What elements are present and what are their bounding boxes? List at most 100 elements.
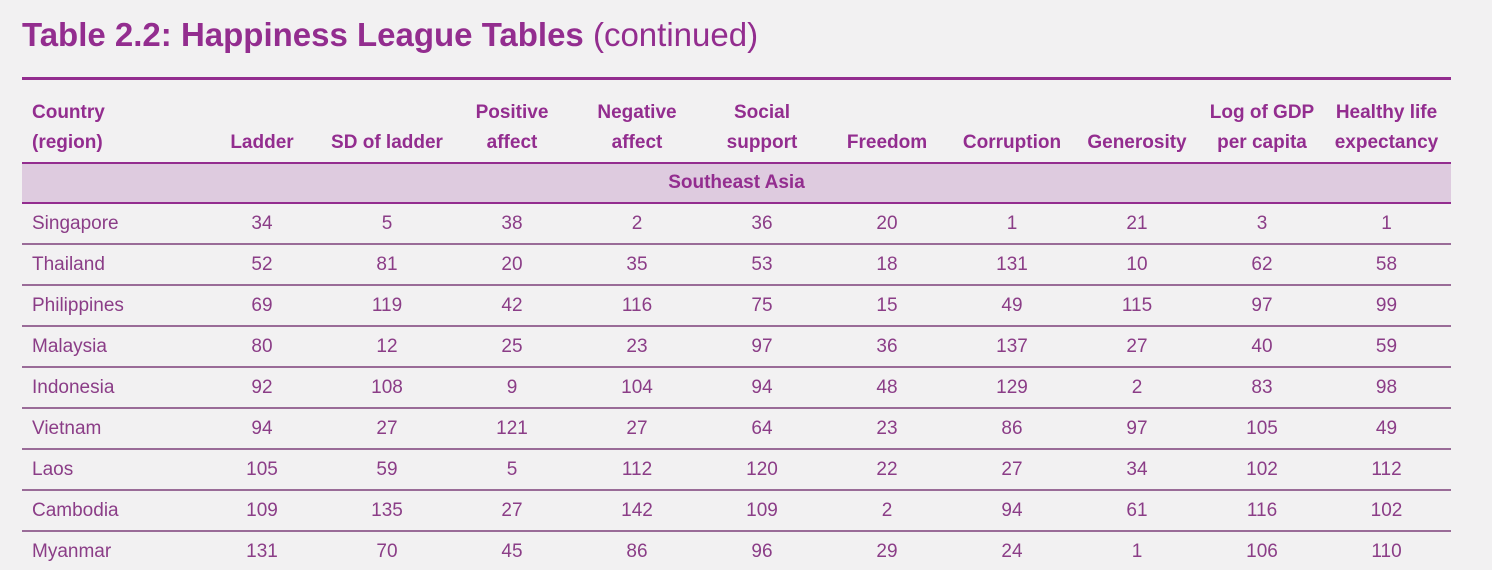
rank-cell: 106 <box>1202 531 1322 570</box>
rank-cell: 109 <box>202 490 322 532</box>
rank-cell: 105 <box>1202 408 1322 450</box>
rank-cell: 61 <box>1072 490 1202 532</box>
rank-cell: 96 <box>702 531 822 570</box>
rank-cell: 102 <box>1202 449 1322 491</box>
rank-cell: 137 <box>952 326 1072 368</box>
rank-cell: 94 <box>202 408 322 450</box>
rank-cell: 86 <box>952 408 1072 450</box>
rank-cell: 112 <box>572 449 702 491</box>
rank-cell: 97 <box>1202 285 1322 327</box>
title-main: Table 2.2: Happiness League Tables <box>22 16 584 53</box>
rank-cell: 42 <box>452 285 572 327</box>
rank-cell: 35 <box>572 244 702 286</box>
rank-cell: 94 <box>702 367 822 409</box>
rank-cell: 129 <box>952 367 1072 409</box>
rank-cell: 52 <box>202 244 322 286</box>
rank-cell: 142 <box>572 490 702 532</box>
rank-cell: 5 <box>452 449 572 491</box>
rank-cell: 108 <box>322 367 452 409</box>
table-row: Singapore 34 5 38 2 36 20 1 21 3 1 <box>22 203 1451 245</box>
country-cell: Thailand <box>22 244 202 286</box>
col-header-social-support: Social support <box>702 78 822 164</box>
rank-cell: 24 <box>952 531 1072 570</box>
rank-cell: 18 <box>822 244 952 286</box>
rank-cell: 105 <box>202 449 322 491</box>
page-title: Table 2.2: Happiness League Tables (cont… <box>22 12 758 58</box>
rank-cell: 12 <box>322 326 452 368</box>
rank-cell: 97 <box>1072 408 1202 450</box>
rank-cell: 86 <box>572 531 702 570</box>
rank-cell: 1 <box>1072 531 1202 570</box>
rank-cell: 2 <box>822 490 952 532</box>
region-row: Southeast Asia <box>22 163 1451 204</box>
rank-cell: 48 <box>822 367 952 409</box>
rank-cell: 75 <box>702 285 822 327</box>
rank-cell: 115 <box>1072 285 1202 327</box>
region-label: Southeast Asia <box>22 163 1451 204</box>
table-row: Laos 105 59 5 112 120 22 27 34 102 112 <box>22 449 1451 491</box>
country-cell: Singapore <box>22 203 202 245</box>
col-header-sd-ladder: SD of ladder <box>322 78 452 164</box>
rank-cell: 27 <box>1072 326 1202 368</box>
table-row: Philippines 69 119 42 116 75 15 49 115 97 99 <box>22 285 1451 327</box>
rank-cell: 3 <box>1202 203 1322 245</box>
rank-cell: 81 <box>322 244 452 286</box>
col-header-corruption: Corruption <box>952 78 1072 164</box>
rank-cell: 49 <box>1322 408 1451 450</box>
rank-cell: 34 <box>202 203 322 245</box>
rank-cell: 29 <box>822 531 952 570</box>
rank-cell: 23 <box>572 326 702 368</box>
rank-cell: 40 <box>1202 326 1322 368</box>
rank-cell: 27 <box>322 408 452 450</box>
table-row: Myanmar 131 70 45 86 96 29 24 1 106 110 <box>22 531 1451 570</box>
rank-cell: 120 <box>702 449 822 491</box>
rank-cell: 102 <box>1322 490 1451 532</box>
rank-cell: 15 <box>822 285 952 327</box>
rank-cell: 110 <box>1322 531 1451 570</box>
rank-cell: 1 <box>1322 203 1451 245</box>
rank-cell: 116 <box>1202 490 1322 532</box>
rank-cell: 59 <box>322 449 452 491</box>
rank-cell: 22 <box>822 449 952 491</box>
rank-cell: 97 <box>702 326 822 368</box>
col-header-generosity: Generosity <box>1072 78 1202 164</box>
rank-cell: 25 <box>452 326 572 368</box>
rank-cell: 69 <box>202 285 322 327</box>
country-cell: Laos <box>22 449 202 491</box>
rank-cell: 98 <box>1322 367 1451 409</box>
col-header-negative-affect: Negative affect <box>572 78 702 164</box>
rank-cell: 119 <box>322 285 452 327</box>
col-header-log-gdp: Log of GDP per capita <box>1202 78 1322 164</box>
col-header-healthy-life: Healthy life expectancy <box>1322 78 1451 164</box>
rank-cell: 53 <box>702 244 822 286</box>
rank-cell: 59 <box>1322 326 1451 368</box>
rank-cell: 5 <box>322 203 452 245</box>
col-header-ladder: Ladder <box>202 78 322 164</box>
rank-cell: 70 <box>322 531 452 570</box>
country-cell: Cambodia <box>22 490 202 532</box>
rank-cell: 99 <box>1322 285 1451 327</box>
rank-cell: 23 <box>822 408 952 450</box>
rank-cell: 121 <box>452 408 572 450</box>
rank-cell: 45 <box>452 531 572 570</box>
rank-cell: 34 <box>1072 449 1202 491</box>
rank-cell: 80 <box>202 326 322 368</box>
col-header-freedom: Freedom <box>822 78 952 164</box>
col-header-country: Country (region) <box>22 78 202 164</box>
table-row: Cambodia 109 135 27 142 109 2 94 61 116 102 <box>22 490 1451 532</box>
rank-cell: 27 <box>572 408 702 450</box>
rank-cell: 36 <box>822 326 952 368</box>
table-row: Malaysia 80 12 25 23 97 36 137 27 40 59 <box>22 326 1451 368</box>
rank-cell: 1 <box>952 203 1072 245</box>
rank-cell: 92 <box>202 367 322 409</box>
rank-cell: 83 <box>1202 367 1322 409</box>
rank-cell: 2 <box>572 203 702 245</box>
title-continued: (continued) <box>592 16 759 53</box>
rank-cell: 64 <box>702 408 822 450</box>
country-cell: Malaysia <box>22 326 202 368</box>
table-row: Vietnam 94 27 121 27 64 23 86 97 105 49 <box>22 408 1451 450</box>
rank-cell: 94 <box>952 490 1072 532</box>
rank-cell: 131 <box>202 531 322 570</box>
rank-cell: 49 <box>952 285 1072 327</box>
country-cell: Philippines <box>22 285 202 327</box>
